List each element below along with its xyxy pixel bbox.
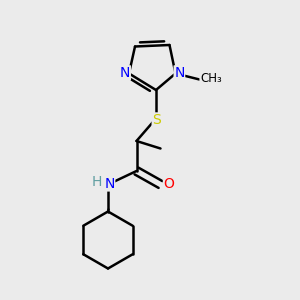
Text: CH₃: CH₃	[200, 72, 222, 86]
Text: S: S	[152, 113, 161, 127]
Text: N: N	[120, 66, 130, 80]
Text: H: H	[92, 175, 102, 189]
Text: O: O	[164, 177, 174, 191]
Text: N: N	[104, 177, 115, 191]
Text: N: N	[174, 66, 184, 80]
